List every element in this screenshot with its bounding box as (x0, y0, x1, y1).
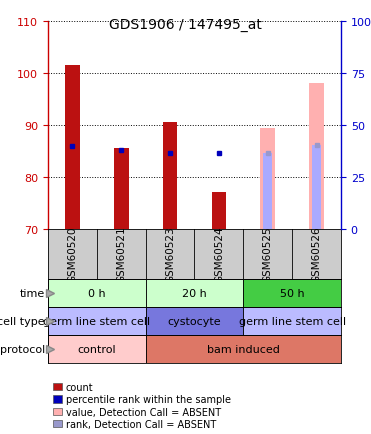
Text: GDS1906 / 147495_at: GDS1906 / 147495_at (109, 18, 262, 32)
Bar (146, 307, 243, 335)
Bar (243, 279, 341, 307)
Bar (114, 149, 129, 230)
Text: 0 h: 0 h (88, 288, 106, 298)
Text: germ line stem cell: germ line stem cell (239, 316, 346, 326)
Bar (48, 279, 146, 307)
Bar (146, 279, 243, 307)
Bar (312, 145, 321, 230)
Text: protocol: protocol (0, 344, 45, 354)
Bar (260, 128, 275, 230)
Bar (263, 153, 272, 230)
Text: GSM60525: GSM60525 (263, 226, 273, 283)
Text: GSM60523: GSM60523 (165, 226, 175, 283)
Bar (48, 307, 146, 335)
Bar (48, 335, 146, 363)
Bar (243, 307, 341, 335)
Bar (146, 335, 341, 363)
Text: 20 h: 20 h (182, 288, 207, 298)
Text: bam induced: bam induced (207, 344, 280, 354)
Text: control: control (78, 344, 116, 354)
Text: GSM60526: GSM60526 (312, 226, 322, 283)
Text: time: time (20, 288, 45, 298)
Legend: count, percentile rank within the sample, value, Detection Call = ABSENT, rank, : count, percentile rank within the sample… (53, 382, 230, 429)
Text: GSM60524: GSM60524 (214, 226, 224, 283)
Text: germ line stem cell: germ line stem cell (43, 316, 150, 326)
Bar (211, 192, 226, 230)
Text: GSM60521: GSM60521 (116, 226, 126, 283)
Bar (309, 84, 324, 230)
Text: cystocyte: cystocyte (168, 316, 221, 326)
Bar (163, 123, 177, 230)
Text: cell type: cell type (0, 316, 45, 326)
Text: 50 h: 50 h (280, 288, 305, 298)
Text: GSM60520: GSM60520 (68, 226, 78, 283)
Bar (65, 66, 80, 230)
